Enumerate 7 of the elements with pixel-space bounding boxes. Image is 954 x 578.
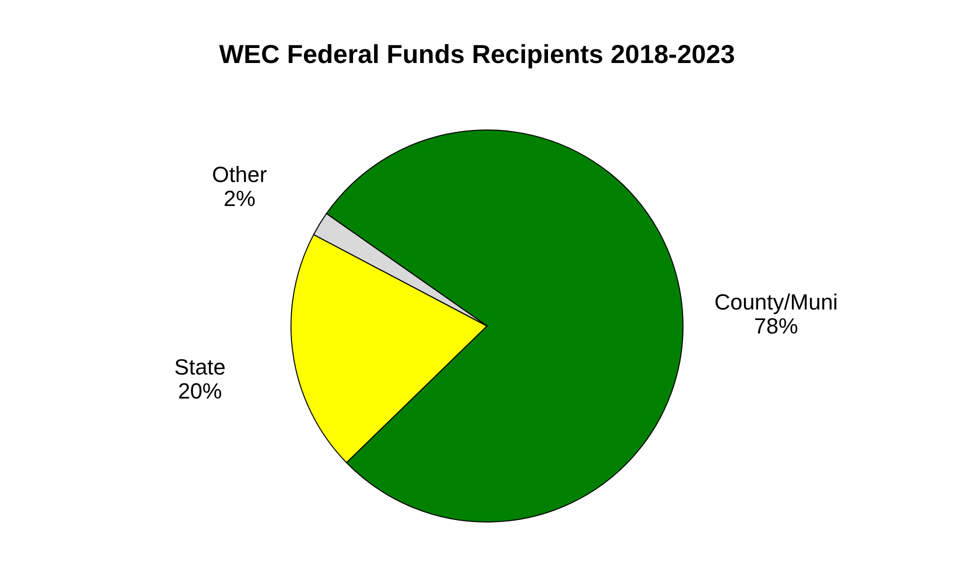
chart-title: WEC Federal Funds Recipients 2018-2023 xyxy=(219,39,735,69)
data-label: 2% xyxy=(224,186,256,211)
data-label: 78% xyxy=(754,314,798,339)
slice-label: State xyxy=(174,354,226,380)
data-label: 20% xyxy=(178,378,222,404)
slice-label: Other xyxy=(212,162,267,187)
slice-label: County/Muni xyxy=(714,290,838,315)
